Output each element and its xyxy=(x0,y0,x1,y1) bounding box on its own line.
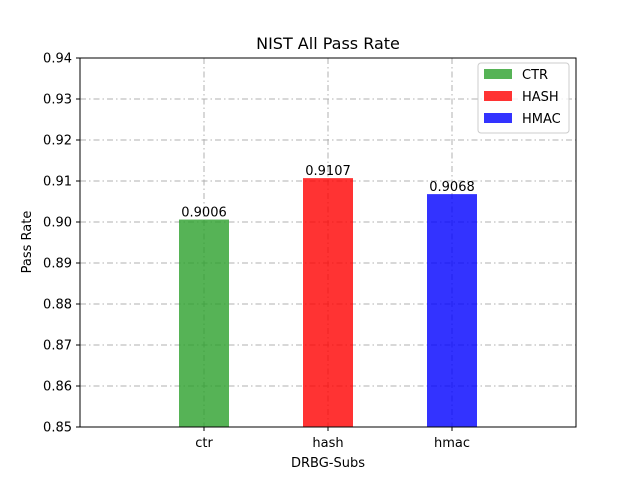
bars: 0.9006 0.9107 0.9068 xyxy=(179,164,477,427)
legend-label: HASH xyxy=(522,90,559,105)
x-axis-label: DRBG-Subs xyxy=(291,456,365,471)
bar-value-label: 0.9107 xyxy=(305,164,351,179)
bar-hmac xyxy=(427,194,477,427)
y-tick-label: 0.87 xyxy=(43,339,72,354)
y-tick-label: 0.94 xyxy=(43,52,72,67)
legend-label: HMAC xyxy=(522,112,561,127)
y-tick-label: 0.86 xyxy=(43,380,72,395)
y-tick-label: 0.90 xyxy=(43,216,72,231)
bar-value-label: 0.9006 xyxy=(181,206,227,221)
bar-ctr xyxy=(179,219,229,427)
chart-title: NIST All Pass Rate xyxy=(256,34,400,53)
bar-value-label: 0.9068 xyxy=(429,180,475,195)
y-tick-label: 0.88 xyxy=(43,298,72,313)
legend-label: CTR xyxy=(522,68,548,83)
legend-swatch-ctr xyxy=(484,69,512,79)
y-tick-label: 0.89 xyxy=(43,257,72,272)
legend: CTR HASH HMAC xyxy=(477,62,570,134)
bar-hash xyxy=(303,178,353,427)
y-tick-label: 0.92 xyxy=(43,134,72,149)
y-tick-label: 0.91 xyxy=(43,175,72,190)
x-tick-label: ctr xyxy=(195,436,213,451)
y-axis: 0.85 0.86 0.87 0.88 0.89 0.90 0.91 0.92 0.93 0.94 xyxy=(43,52,80,436)
x-axis: ctr hash hmac xyxy=(195,427,470,451)
y-axis-label: Pass Rate xyxy=(20,211,35,274)
y-tick-label: 0.85 xyxy=(43,421,72,436)
legend-swatch-hmac xyxy=(484,113,512,123)
x-tick-label: hmac xyxy=(434,436,470,451)
legend-swatch-hash xyxy=(484,91,512,101)
y-tick-label: 0.93 xyxy=(43,93,72,108)
x-tick-label: hash xyxy=(312,436,343,451)
